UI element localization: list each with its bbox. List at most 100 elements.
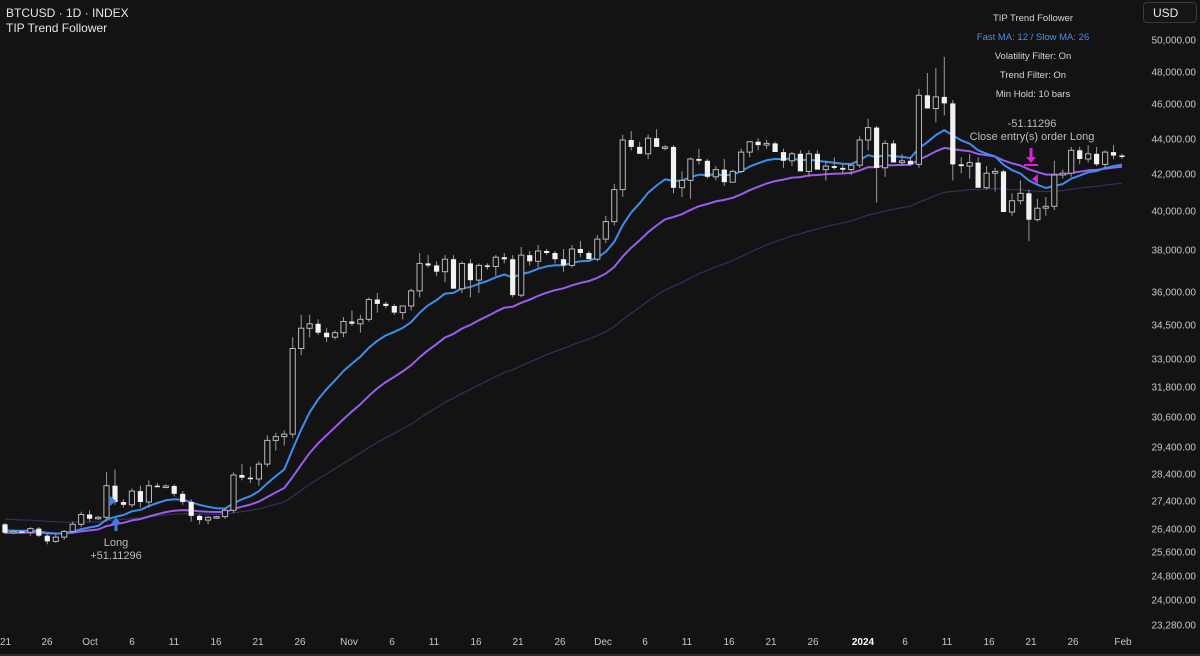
- candle: [298, 314, 305, 356]
- price-tick-label: 48,000.00: [1151, 67, 1197, 79]
- date-tick-label: 16: [983, 637, 995, 648]
- candle: [687, 157, 694, 199]
- candle: [907, 157, 913, 165]
- candle: [1026, 189, 1032, 242]
- candle: [788, 152, 796, 167]
- exit-marker[interactable]: [1024, 148, 1038, 184]
- candle: [814, 150, 820, 170]
- price-tick-label: 24,000.00: [1151, 595, 1197, 607]
- candle: [645, 134, 652, 160]
- exit-pnl: -51.11296: [1007, 118, 1057, 130]
- date-tick-label: Feb: [1114, 637, 1132, 648]
- candle: [797, 150, 803, 172]
- candle: [44, 534, 50, 545]
- date-tick-label: 11: [681, 637, 693, 648]
- candle: [772, 141, 778, 153]
- candle: [831, 157, 837, 170]
- candle: [518, 247, 525, 298]
- date-tick-label: 26: [554, 637, 566, 648]
- candle: [527, 251, 533, 266]
- candle: [865, 118, 872, 151]
- candle: [560, 249, 567, 272]
- price-tick-label: 24,800.00: [1151, 571, 1197, 583]
- long-ma-line: [4, 182, 1123, 523]
- price-tick-label: 26,400.00: [1151, 524, 1197, 536]
- candle: [95, 515, 102, 521]
- candle: [1068, 146, 1075, 177]
- legend-ma-params: Fast MA: 12 / Slow MA: 26: [976, 32, 1090, 43]
- candle: [1059, 169, 1066, 179]
- price-tick-label: 50,000.00: [1151, 35, 1197, 47]
- date-tick-label: Oct: [82, 637, 98, 648]
- candle: [1051, 160, 1058, 211]
- candle: [374, 293, 380, 313]
- price-tick-label: 36,000.00: [1151, 287, 1197, 299]
- date-tick-label: 2024: [851, 637, 875, 648]
- candle: [213, 515, 220, 519]
- candle: [1008, 193, 1016, 216]
- indicator-name: TIP Trend Follower: [6, 21, 108, 35]
- entry-annotation: Long +51.11296: [90, 537, 142, 563]
- entry-marker[interactable]: [110, 496, 121, 531]
- candle: [416, 253, 423, 298]
- price-tick-label: 34,500.00: [1151, 320, 1197, 332]
- candle: [932, 68, 939, 123]
- candle: [52, 532, 59, 543]
- candle: [357, 314, 364, 333]
- candle: [966, 153, 973, 179]
- candle: [670, 145, 677, 194]
- candle: [746, 141, 753, 158]
- candle: [637, 141, 643, 154]
- candle: [678, 171, 686, 197]
- candle: [154, 482, 160, 488]
- candle: [458, 261, 466, 293]
- price-tick-label: 25,600.00: [1151, 547, 1197, 559]
- candle: [289, 337, 296, 438]
- candle: [1077, 146, 1083, 165]
- candle: [882, 140, 889, 177]
- candle: [611, 184, 618, 226]
- candle: [696, 148, 702, 165]
- candle: [738, 148, 745, 174]
- candle: [1034, 198, 1041, 222]
- candle: [27, 527, 34, 536]
- candle: [281, 430, 288, 446]
- exit-label: Close entry(s) order Long: [969, 131, 1095, 143]
- candle: [544, 249, 550, 256]
- candle: [450, 255, 457, 289]
- candle: [661, 145, 669, 151]
- candle: [205, 515, 212, 525]
- candle: [112, 469, 118, 505]
- date-tick-label: 26: [294, 637, 306, 648]
- currency-button[interactable]: USD: [1143, 2, 1197, 23]
- date-tick-label: 21: [0, 637, 12, 648]
- candle: [2, 522, 8, 535]
- date-tick-label: 21: [512, 637, 524, 648]
- date-tick-label: 16: [470, 637, 482, 648]
- price-tick-label: 38,000.00: [1151, 245, 1197, 257]
- candle: [577, 241, 583, 258]
- candle: [188, 499, 194, 522]
- candle: [441, 255, 449, 283]
- candle: [365, 297, 372, 322]
- price-tick-label: 42,000.00: [1151, 169, 1197, 181]
- candle: [221, 507, 229, 519]
- candle: [898, 153, 906, 167]
- candle: [306, 314, 313, 338]
- candle: [434, 261, 440, 276]
- candle: [10, 530, 17, 535]
- candle: [255, 461, 262, 486]
- date-tick-label: 26: [807, 637, 819, 648]
- date-tick-label: 6: [389, 637, 395, 648]
- candle: [391, 303, 397, 315]
- symbol-title: BTCUSD · 1D · INDEX: [6, 6, 129, 20]
- price-tick-label: 27,400.00: [1151, 496, 1197, 508]
- price-tick-label: 29,400.00: [1151, 442, 1197, 454]
- candle: [324, 328, 330, 342]
- price-tick-label: 44,000.00: [1151, 134, 1197, 146]
- candle: [61, 530, 68, 540]
- date-tick-label: 16: [210, 637, 222, 648]
- candle: [805, 150, 812, 177]
- candle: [602, 215, 609, 244]
